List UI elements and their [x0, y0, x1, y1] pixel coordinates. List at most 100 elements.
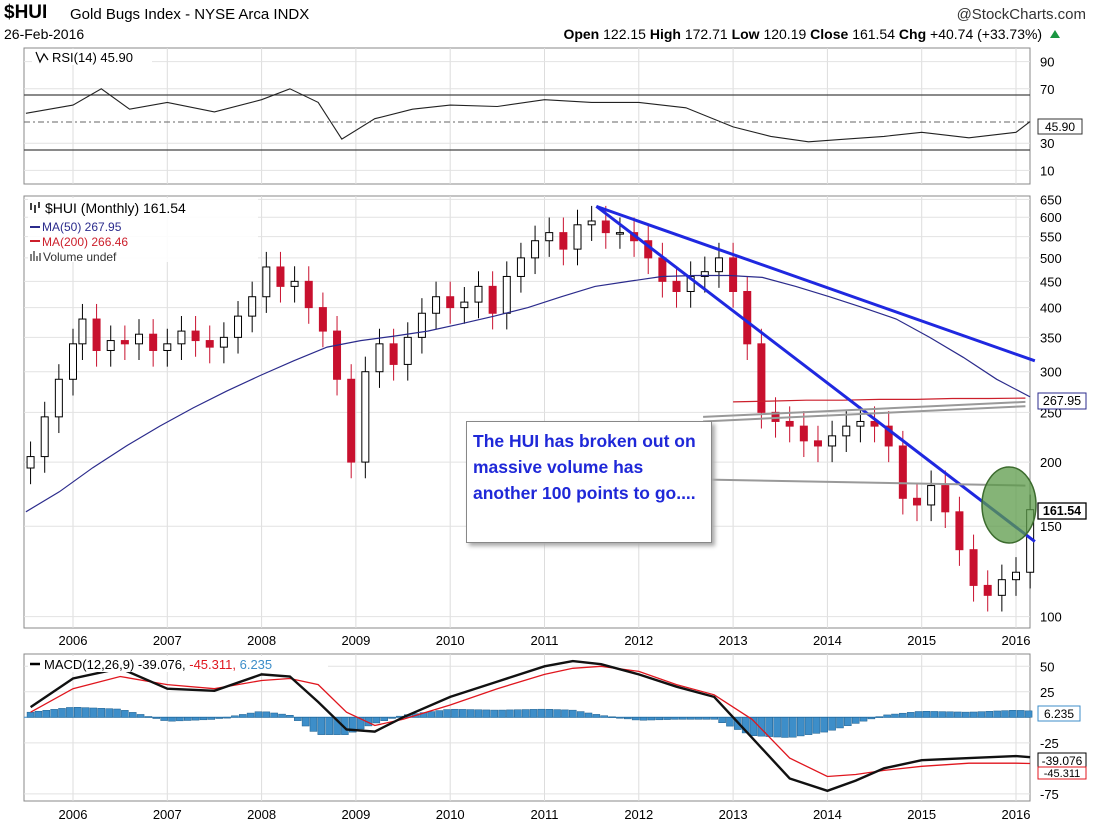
price-tick: 200 [1040, 455, 1062, 470]
histogram-bar [922, 711, 931, 718]
ma50-legend: MA(50) 267.95 [42, 220, 122, 234]
histogram-bar [466, 709, 475, 718]
year-label: 2007 [153, 633, 182, 648]
rsi-legend: RSI(14) 45.90 [52, 50, 133, 65]
ohlc-summary: Open 122.15 High 172.71 Low 120.19 Close… [563, 26, 1060, 42]
candle-body [955, 511, 964, 551]
candle-body [262, 266, 271, 298]
histogram-bar [521, 709, 530, 718]
macd-hist-tag-text: 6.235 [1044, 707, 1074, 721]
rsi-legend-icon [35, 51, 49, 64]
histogram-bar [1024, 710, 1033, 718]
price-tick: 550 [1040, 230, 1062, 245]
histogram-bar [34, 710, 43, 718]
histogram-bar [121, 710, 129, 718]
candle [941, 470, 950, 528]
price-legend-main: $HUI (Monthly) 161.54 [45, 200, 186, 216]
rsi-tick: 10 [1040, 163, 1054, 178]
histogram-bar [851, 717, 860, 724]
macd-signal-line [30, 665, 1031, 778]
histogram-bar [26, 711, 35, 718]
histogram-bar [616, 717, 624, 719]
candle-body [672, 280, 681, 292]
candle [969, 534, 978, 602]
chg-label: Chg [898, 26, 927, 42]
histogram-bar [356, 717, 365, 730]
histogram-bar [757, 717, 766, 737]
histogram-bar [199, 717, 208, 721]
year-label: 2008 [247, 633, 276, 648]
candle-body [135, 333, 144, 345]
histogram-bar [215, 717, 223, 719]
up-arrow-icon [1050, 30, 1060, 38]
candle-body [318, 307, 327, 332]
candle-body [26, 456, 35, 469]
chart-date: 26-Feb-2016 [4, 26, 85, 42]
histogram-bar [317, 717, 326, 735]
ma200-legend: MA(200) 266.46 [42, 235, 128, 249]
candle-body [446, 296, 455, 309]
candle-body [474, 285, 483, 303]
high-label: High [649, 26, 681, 42]
histogram-bar [1001, 710, 1009, 718]
histogram-bar [718, 717, 726, 723]
candle-body [389, 343, 398, 365]
histogram-bar [459, 709, 467, 718]
histogram-bar [238, 714, 247, 718]
histogram-bar [663, 717, 671, 720]
price-tick: 500 [1040, 251, 1062, 266]
candle [177, 316, 186, 361]
open-label: Open [563, 26, 600, 42]
histogram-bar [859, 717, 868, 722]
histogram-bar [993, 710, 1001, 718]
histogram-bar [1016, 710, 1025, 718]
histogram-bar [883, 714, 891, 718]
histogram-bar [50, 709, 58, 718]
year-label: 2012 [624, 807, 653, 822]
candle-body [870, 420, 879, 427]
histogram-bar [160, 717, 168, 721]
candle [545, 217, 554, 257]
macd-legend-b: -45.311, [186, 657, 236, 672]
year-label: 2006 [59, 633, 88, 648]
trendlines [595, 204, 1036, 543]
candle-body [304, 280, 313, 309]
candle [559, 217, 568, 266]
candle-body [120, 340, 129, 345]
histogram-bar [270, 712, 278, 718]
candle-body [1012, 571, 1020, 581]
candle-body [417, 312, 426, 338]
candle-body [686, 275, 695, 292]
histogram-bar [804, 717, 813, 735]
candle [304, 266, 313, 324]
histogram-bar [136, 714, 145, 718]
histogram-bar [969, 711, 978, 718]
histogram-bar [474, 709, 483, 718]
histogram-bar [576, 711, 585, 718]
histogram-bar [176, 717, 184, 722]
volume-legend-icon [30, 251, 41, 261]
candle-body [912, 497, 921, 506]
candles [26, 205, 1035, 612]
breakout-channel [703, 400, 1026, 487]
candle [955, 496, 964, 566]
histogram-bar [686, 717, 695, 720]
candle-body [587, 220, 596, 226]
price-value-tag-text: 161.54 [1043, 504, 1081, 518]
year-label: 2014 [813, 633, 842, 648]
rsi-frame [23, 47, 1031, 185]
macd-hist-tag [1037, 705, 1081, 722]
macd-tick: 50 [1040, 659, 1054, 674]
histogram-bar [836, 717, 844, 729]
candle [898, 430, 907, 515]
candle [997, 564, 1006, 612]
price-value-tag [1037, 502, 1087, 520]
candle-body [290, 280, 299, 287]
histogram-bar [372, 717, 381, 724]
year-label: 2007 [153, 807, 182, 822]
candle [290, 266, 299, 303]
histogram-bar [891, 713, 899, 718]
macd-legend-c: 6.235 [236, 657, 272, 672]
price-tick: 400 [1040, 301, 1062, 316]
